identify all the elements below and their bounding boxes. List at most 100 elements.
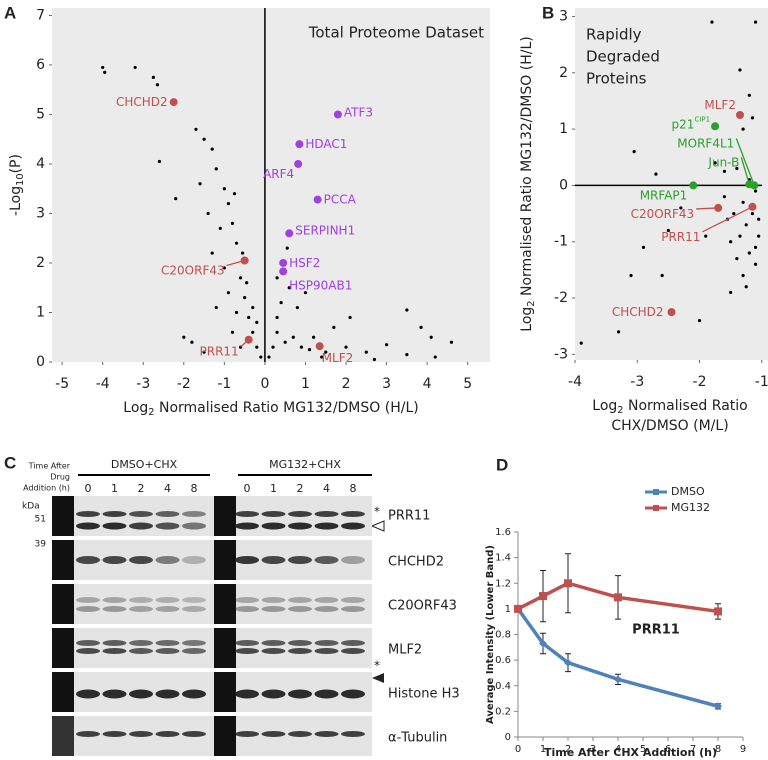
axis-label-part: Log [123,400,148,416]
x-tick-label: 4 [423,376,432,392]
axis-label-part: 2 [617,405,623,416]
lane-label: 1 [270,482,277,495]
data-point [222,266,226,270]
band [261,640,286,646]
data-point [753,262,758,266]
data-point [372,357,377,362]
arrowhead-open [370,520,385,532]
data-point [214,167,218,171]
data-point [174,197,178,201]
data-point [271,345,275,349]
band [182,731,206,737]
row-label: CHCHD2 [388,555,444,570]
panel-label: C [4,453,16,472]
band [102,556,127,564]
band [288,511,312,517]
highlight-label: ATF3 [344,105,373,119]
ladder-lane [214,672,236,712]
band [76,689,100,699]
band [182,689,206,699]
data-point [247,315,251,320]
axis-label: CHX/DMSO (M/L) [611,418,728,434]
y-tick-label: 0 [36,354,45,370]
data-point [206,211,210,216]
band [341,731,365,737]
time-label: Drug [50,473,70,482]
highlight-label: HDAC1 [305,137,347,151]
data-point [210,147,214,151]
arrowhead-filled [372,673,384,683]
data-point [287,286,291,290]
band [129,648,153,654]
data-point [103,70,107,74]
band [76,511,100,517]
y-tick-label: -3 [554,346,568,362]
x-tick-label: 3 [590,744,596,755]
band [129,556,153,564]
label-text: HSF2 [289,255,320,269]
band [314,640,339,646]
band [341,597,365,603]
y-tick-label: 2 [559,65,568,81]
highlight-point [315,342,324,351]
y-tick-label: 0 [559,177,568,193]
band [102,606,127,612]
ladder-lane [214,584,236,624]
data-point [679,206,683,210]
highlight-point [279,267,288,276]
highlight-label: MLF2 [322,351,354,365]
data-point [251,305,255,310]
highlight-label: Jun-B [707,155,739,169]
axis-label-part: -Log [8,186,24,216]
y-tick-label: -2 [554,290,568,306]
axis-label-part: 10 [15,173,26,185]
data-point [429,335,433,339]
data-point [234,241,239,245]
data-point [151,75,155,79]
annotation: Total Proteome Dataset [308,24,484,42]
x-tick-label: 0 [260,376,269,392]
data-point [275,315,279,320]
marker [564,579,572,588]
data-point [267,355,271,359]
highlight-label: CHCHD2 [116,95,168,109]
band [341,511,365,517]
axis-label-part: 2 [148,407,154,418]
axis-label-part: Log [592,398,617,414]
data-point [275,330,279,334]
y-tick-label: 0.6 [495,655,511,666]
data-point [750,116,755,120]
band [314,556,339,564]
highlight-point [285,229,294,238]
data-point [629,273,633,278]
panel-label: D [496,455,508,474]
band [341,522,365,530]
band [155,606,180,612]
marker [539,639,547,648]
axis-label-part: 2 [526,300,537,306]
label-text: Jun-B [707,155,739,169]
band [129,597,153,603]
data-point [757,217,761,221]
y-tick-label: 1.6 [495,527,511,538]
ladder-lane [52,584,74,624]
marker [614,593,622,602]
band [155,511,180,517]
band [102,597,127,603]
data-point [285,246,289,250]
marker [564,658,572,667]
band [76,731,100,737]
y-tick-label: 1 [505,604,511,615]
band [288,522,312,530]
data-point [311,335,316,339]
band [314,511,339,517]
band [261,648,286,654]
band [102,511,127,517]
band [129,522,153,530]
highlight-label: MORF4L1 [677,136,734,150]
band [76,606,100,612]
band [235,731,259,737]
highlight-label: p21CIP1 [672,115,711,131]
data-point [722,169,727,173]
data-point [299,345,304,349]
